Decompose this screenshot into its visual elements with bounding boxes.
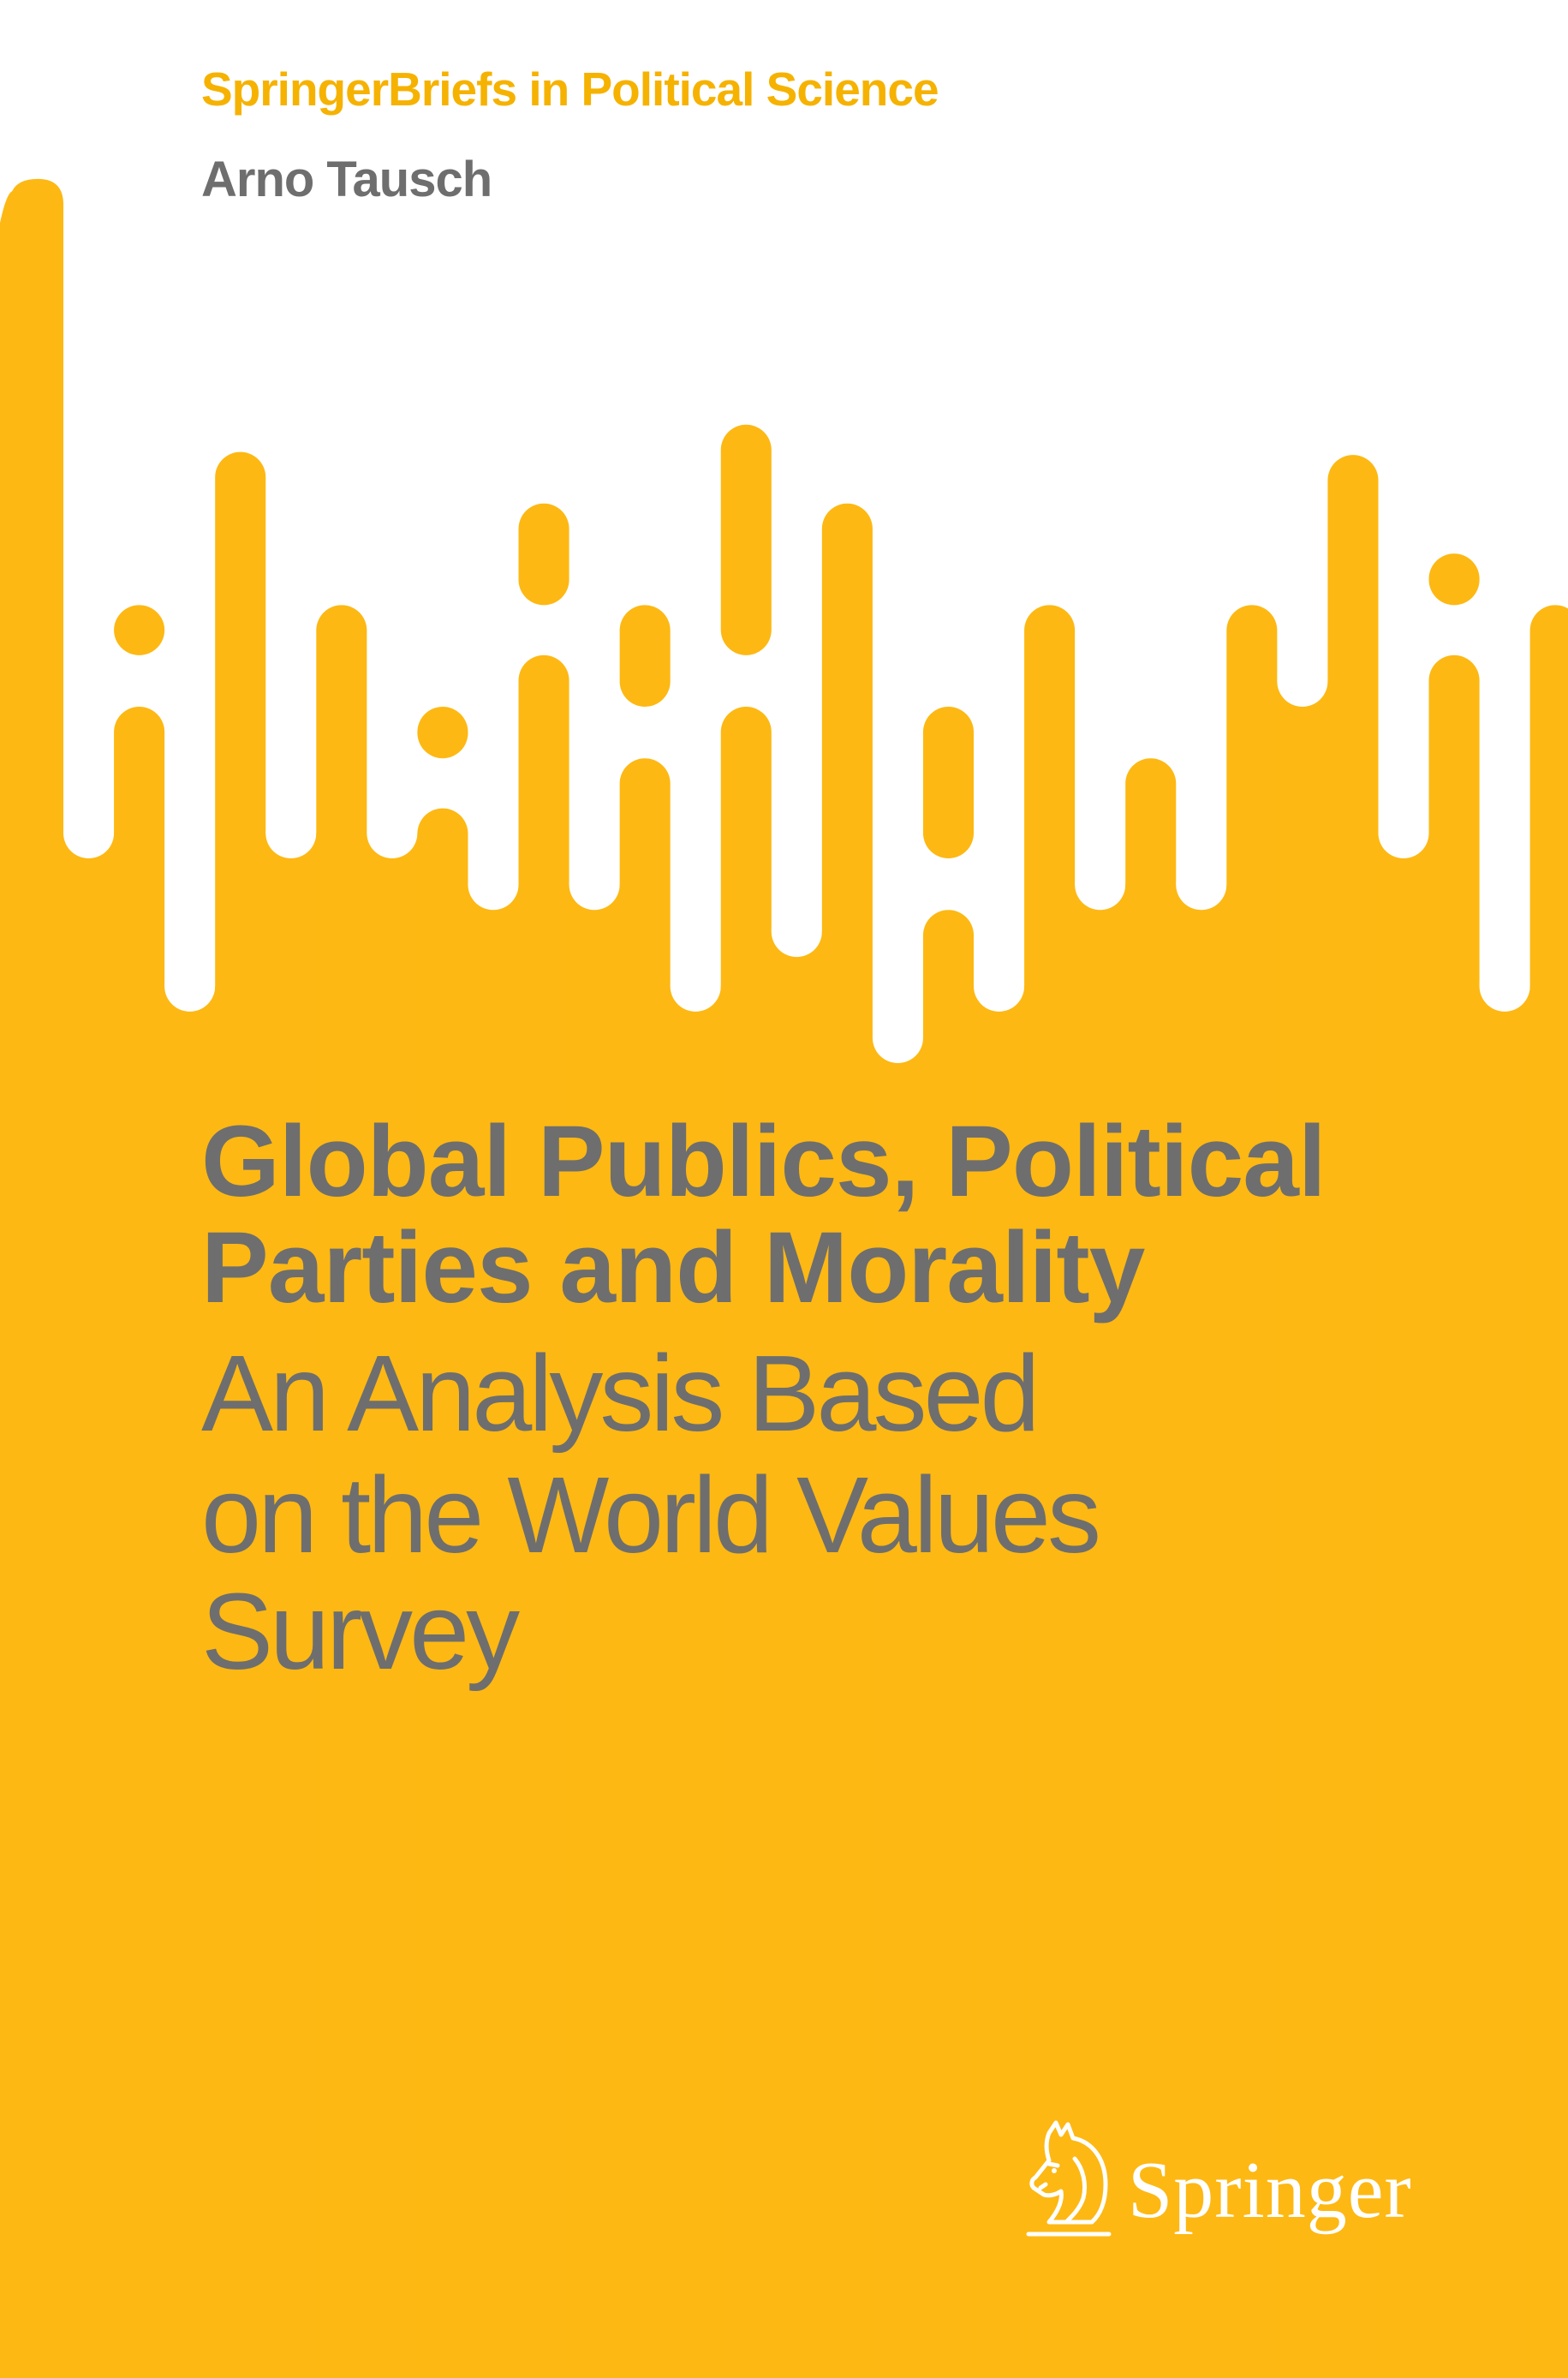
pattern-pill — [720, 424, 772, 655]
pattern-column-drip — [367, 808, 418, 859]
pattern-column-drip — [1378, 808, 1429, 859]
pattern-column-bar — [821, 503, 873, 2378]
pattern-left-strip — [0, 178, 64, 2378]
pattern-column-bar — [1226, 605, 1278, 2378]
pattern-pill — [1428, 553, 1480, 606]
pattern-column-drip — [468, 859, 519, 911]
pattern-column-drip — [771, 906, 822, 958]
pattern-column-drip — [63, 808, 115, 859]
pattern-pill — [114, 605, 165, 655]
author-name: Arno Tausch — [201, 152, 492, 207]
pattern-column-base — [467, 884, 520, 2378]
pattern-column-bar — [1125, 758, 1177, 2378]
pattern-column-base — [872, 1037, 924, 2378]
pattern-column-bar — [1024, 605, 1076, 2378]
pattern-column-bar — [720, 707, 772, 2378]
pattern-column-bar — [1327, 455, 1379, 2378]
pattern-column-drip — [670, 960, 721, 1012]
springer-horse-icon — [1026, 2120, 1112, 2237]
pattern-pill — [922, 707, 975, 859]
pattern-column-base — [63, 833, 115, 2378]
pattern-column-drip — [1479, 960, 1530, 1012]
pattern-column-base — [771, 931, 823, 2378]
pattern-column-base — [1479, 986, 1531, 2378]
publisher-logo: Springer — [1023, 2116, 1434, 2244]
pattern-column-bar — [619, 758, 671, 2378]
pattern-column-bar — [215, 451, 266, 2378]
book-subtitle-line-3: Survey — [201, 1571, 520, 1692]
pattern-column-base — [265, 833, 317, 2378]
pattern-pill — [518, 503, 569, 606]
pattern-column-bar — [114, 707, 165, 2378]
pattern-column-bar — [417, 808, 468, 2378]
pattern-column-bar — [1529, 605, 1568, 2378]
pattern-column-base — [670, 986, 722, 2378]
pattern-column-bar — [518, 654, 569, 2378]
pattern-column-drip — [1176, 859, 1227, 911]
pattern-column-bar — [1428, 654, 1480, 2378]
pattern-column-base — [1175, 884, 1227, 2378]
pattern-column-base — [164, 986, 216, 2378]
pattern-column-base — [366, 833, 418, 2378]
pattern-column-base — [973, 986, 1025, 2378]
publisher-name: Springer — [1128, 2146, 1412, 2235]
pattern-pill — [619, 605, 671, 708]
pattern-column-base — [1377, 833, 1430, 2378]
pattern-column-drip — [872, 1013, 923, 1064]
book-subtitle-line-1: An Analysis Based — [201, 1333, 1040, 1454]
series-title: SpringerBriefs in Political Science — [201, 63, 939, 116]
pattern-column-drip — [569, 859, 620, 911]
book-title-line-2: Parties and Morality — [201, 1211, 1145, 1324]
pattern-column-base — [1074, 884, 1126, 2378]
pattern-pill — [417, 707, 468, 759]
pattern-column-base — [1276, 681, 1328, 2378]
pattern-column-drip — [974, 960, 1025, 1012]
book-title-line-1: Global Publics, Political — [201, 1105, 1327, 1218]
book-subtitle-line-2: on the World Values — [201, 1455, 1101, 1575]
pattern-column-drip — [265, 808, 317, 859]
pattern-column-bar — [316, 605, 367, 2378]
pattern-column-bar — [922, 910, 975, 2378]
pattern-column-drip — [1277, 655, 1328, 708]
pattern-column-drip — [164, 960, 216, 1012]
pattern-column-drip — [1075, 859, 1126, 911]
pattern-column-base — [569, 884, 621, 2378]
